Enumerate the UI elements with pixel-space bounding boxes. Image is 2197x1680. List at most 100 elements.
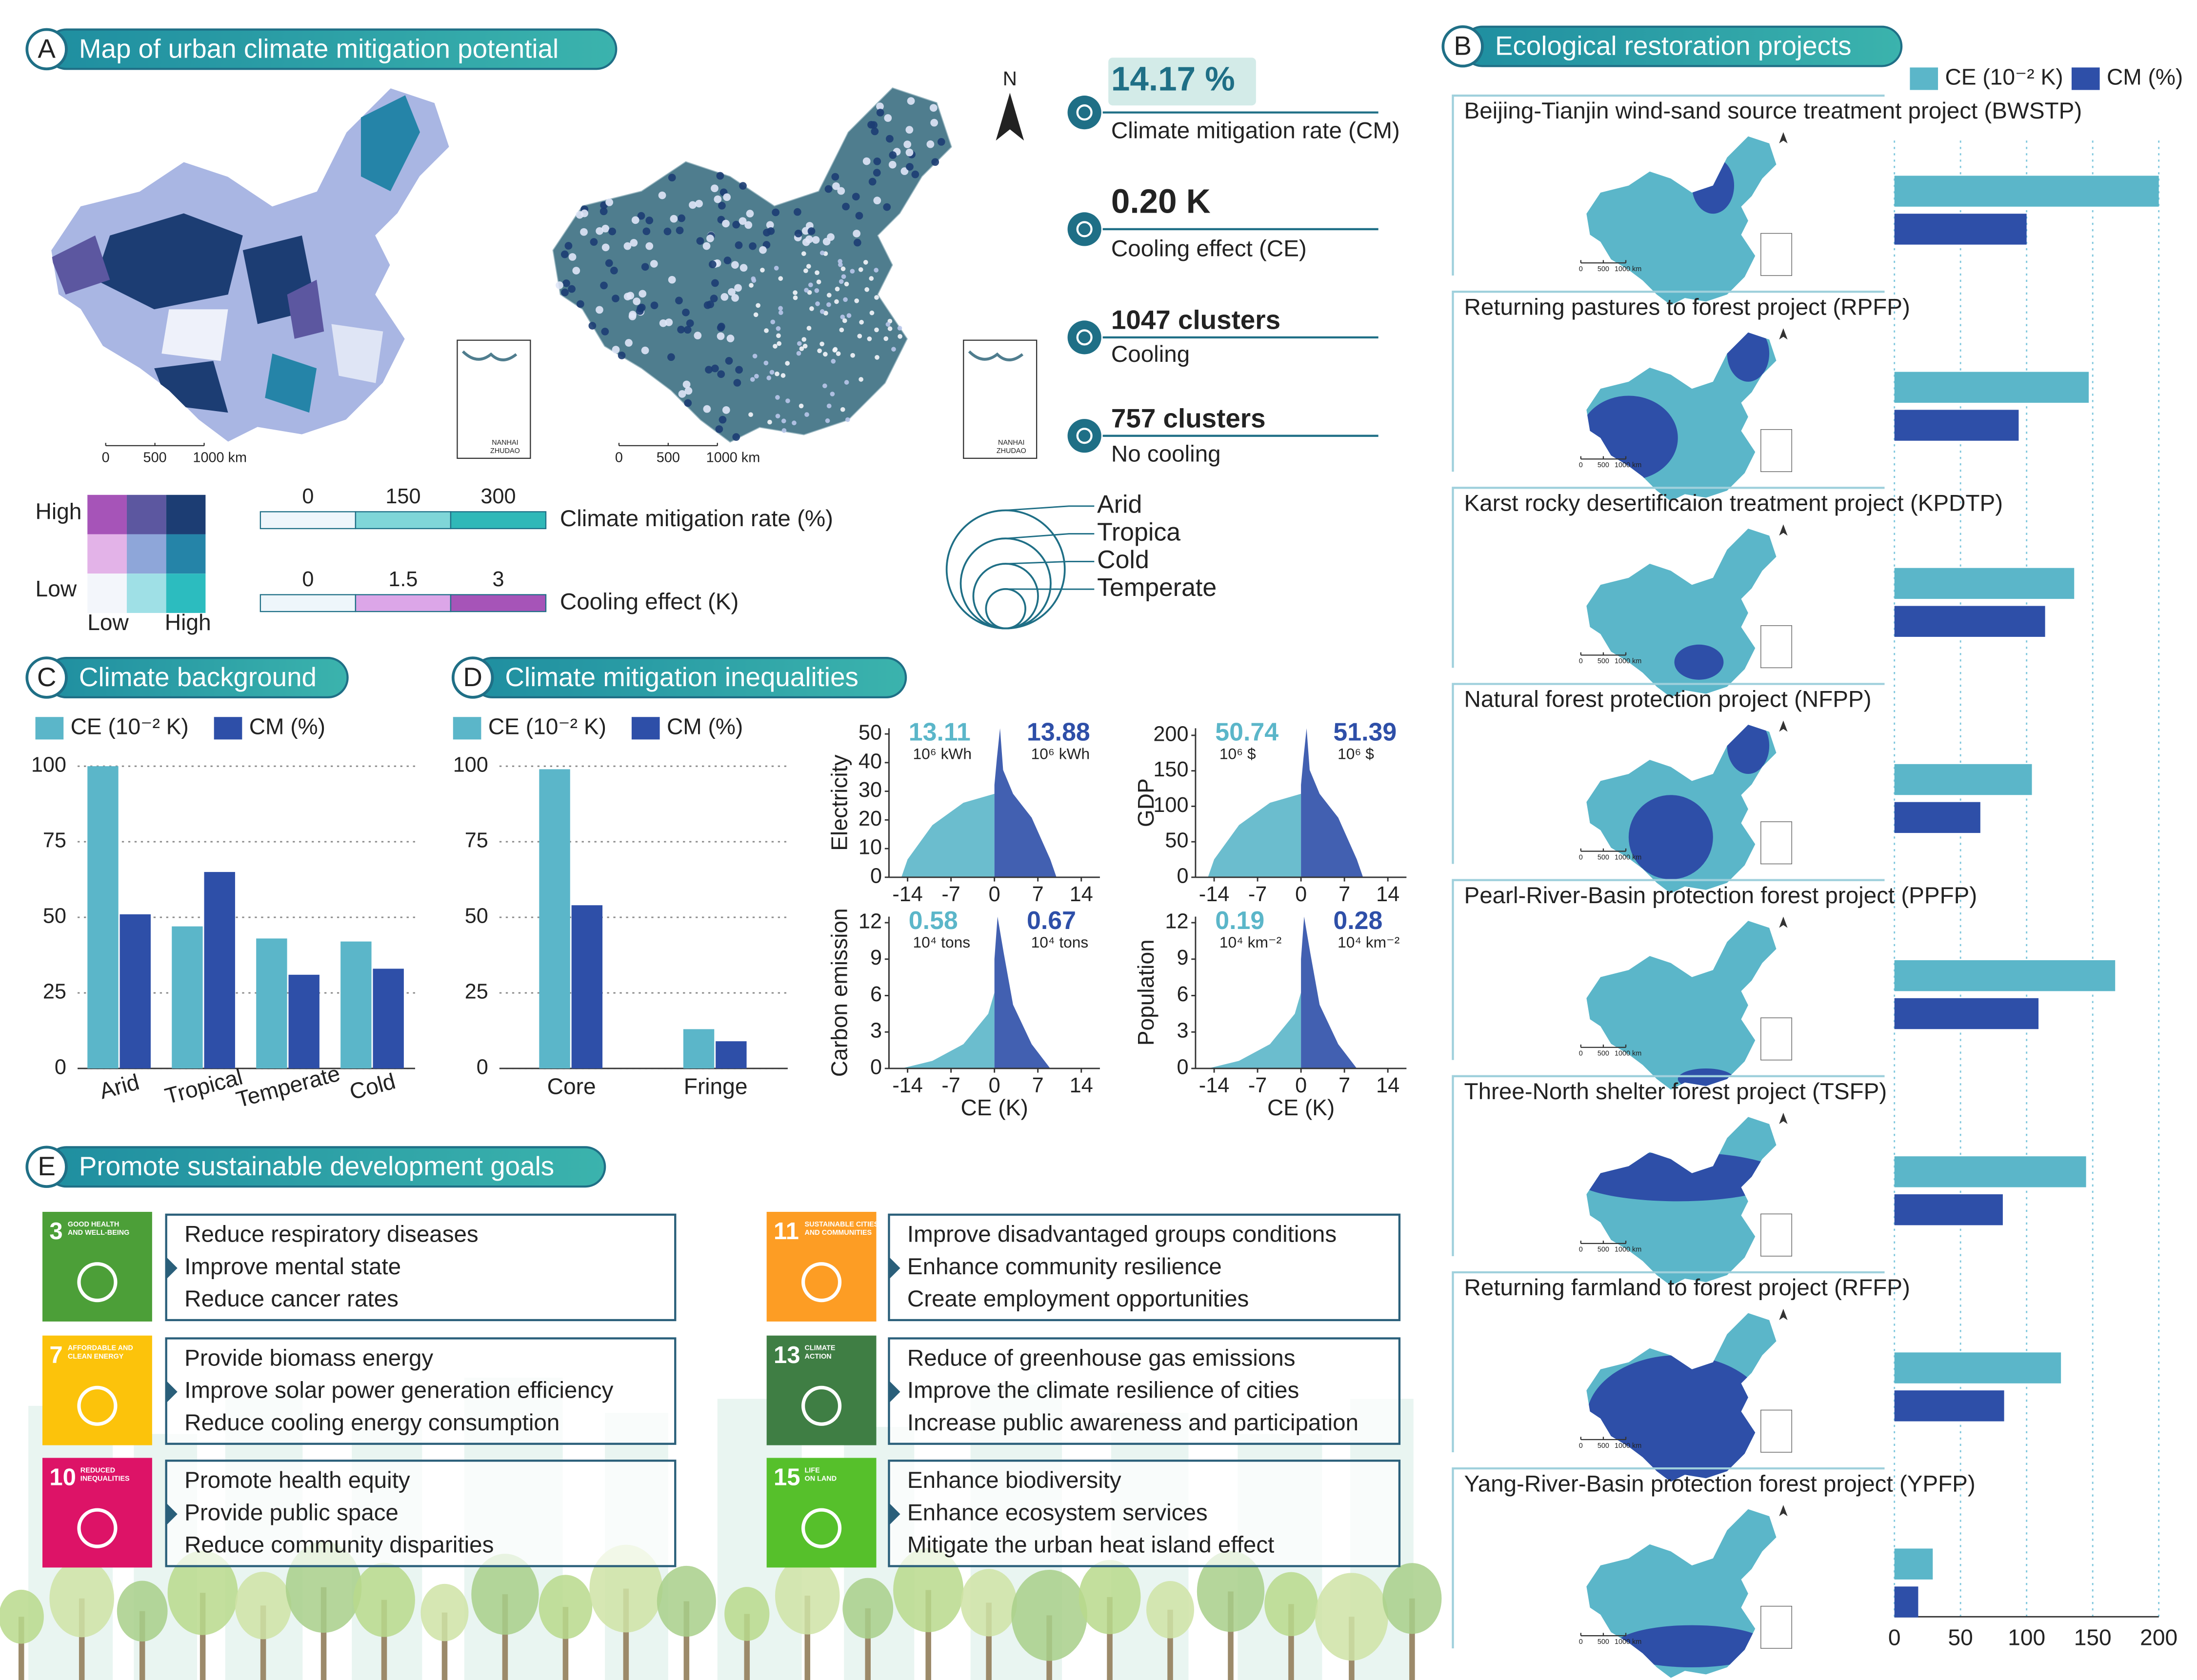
cluster-dot	[812, 236, 820, 244]
cluster-dot	[803, 268, 808, 274]
y-tick-label: 12	[859, 909, 882, 933]
cluster-dot	[844, 281, 849, 287]
tree-trunk	[562, 1607, 569, 1680]
panel-letter: B	[1454, 30, 1472, 60]
cluster-dot	[722, 219, 730, 228]
tree-crown	[167, 1550, 238, 1635]
cluster-dot	[623, 242, 632, 250]
tree-trunk	[1167, 1609, 1173, 1680]
cluster-dot	[874, 327, 879, 333]
cluster-dot	[774, 265, 779, 271]
cluster-dot	[855, 212, 863, 220]
cluster-dot	[694, 332, 702, 339]
cluster-dot	[875, 355, 879, 360]
legend-label: High	[165, 610, 211, 635]
cluster-dot	[826, 403, 832, 409]
map-region	[95, 213, 243, 310]
cluster-dot	[663, 227, 672, 236]
bar	[1894, 998, 2039, 1029]
cluster-dot	[659, 319, 667, 327]
stat-icon	[1067, 320, 1101, 355]
bar	[1894, 1352, 2061, 1384]
sdg-glyph	[801, 1262, 842, 1303]
legend-tick-label: 0	[302, 485, 314, 508]
sdg-icon	[766, 1458, 877, 1568]
y-tick-label: 100	[31, 753, 66, 777]
legend-title: Cooling effect (K)	[560, 589, 739, 614]
cluster-dot	[560, 250, 569, 258]
cluster-dot	[876, 102, 884, 111]
goal-pointer	[166, 1380, 178, 1403]
scale-label: 0	[102, 450, 110, 465]
legend-label: CE (10⁻² K)	[1945, 64, 2063, 90]
project-area-patch	[1628, 795, 1713, 880]
cluster-dot	[684, 399, 692, 407]
stat-value: 0.20 K	[1111, 182, 1211, 220]
annotation-value: 0.58	[909, 906, 958, 934]
inset-label: NANHAI	[998, 439, 1024, 447]
stat-value: 757 clusters	[1111, 403, 1266, 433]
north-arrow	[1779, 916, 1788, 928]
goal-pointer	[166, 1502, 178, 1525]
map-inset	[457, 339, 531, 459]
scale-label: 500	[1598, 853, 1609, 861]
cluster-dot	[911, 170, 919, 178]
cluster-dot	[873, 197, 881, 205]
cluster-dot	[889, 151, 897, 159]
cluster-dot	[883, 203, 891, 211]
cluster-dot	[637, 304, 644, 313]
panel-letter-badge	[25, 1146, 68, 1188]
cluster-dot	[668, 276, 676, 284]
cluster-dot	[840, 315, 845, 319]
goal-action: Reduce respiratory diseases	[184, 1222, 479, 1247]
cluster-dot	[869, 276, 874, 281]
cluster-dot	[900, 167, 909, 175]
x-tick-label: -14	[892, 883, 923, 906]
stat-icon	[1067, 419, 1101, 453]
scale-label: 500	[1598, 1050, 1609, 1058]
cluster-dot	[759, 246, 767, 254]
scale-label: 0	[1579, 1246, 1583, 1254]
scale-label: 1000 km	[193, 450, 247, 465]
cluster-dot	[650, 260, 658, 268]
bar	[87, 766, 119, 1068]
goal-box	[888, 1460, 1401, 1567]
panel-letter: D	[463, 662, 482, 692]
x-tick-label: Core	[547, 1074, 596, 1099]
cluster-dot	[763, 360, 769, 366]
legend-swatch	[35, 717, 64, 740]
legend-swatch	[450, 511, 547, 530]
x-tick-label: 14	[1376, 1074, 1399, 1097]
legend-swatch	[631, 717, 660, 740]
stat-value: 1047 clusters	[1111, 305, 1280, 335]
x-tick-label: 100	[2008, 1625, 2045, 1650]
y-tick-label: 50	[859, 721, 882, 744]
goal-box	[165, 1337, 677, 1445]
legend-swatch	[355, 594, 452, 613]
tree-trunk	[381, 1600, 387, 1680]
tree-trunk	[79, 1598, 85, 1680]
project-name: Three-North shelter forest project (TSFP…	[1464, 1079, 1887, 1105]
cluster-dot	[842, 318, 847, 323]
annotation-unit: 10⁶ $	[1338, 745, 1374, 762]
goal-action: Improve solar power generation efficienc…	[184, 1378, 613, 1403]
cluster-dot	[822, 383, 827, 389]
cluster-dot	[778, 310, 783, 315]
bar	[1894, 372, 2089, 403]
content: A Map of urban climate mitigation potenti…	[25, 25, 2183, 1678]
x-tick-label: 14	[1070, 883, 1093, 906]
x-tick-label: 0	[1295, 883, 1307, 906]
sdg-number: 15	[774, 1464, 800, 1491]
bar	[1894, 176, 2159, 207]
scale-label: 0	[615, 450, 623, 465]
cluster-dot	[630, 239, 638, 247]
goal-box	[165, 1213, 677, 1322]
cluster-dot	[898, 334, 902, 339]
cluster-dot	[596, 306, 603, 314]
goal-action: Mitigate the urban heat island effect	[907, 1532, 1274, 1558]
cluster-dot	[832, 348, 838, 353]
cluster-dot	[857, 334, 862, 339]
panel-letter-badge	[451, 656, 494, 699]
cluster-dot	[929, 104, 938, 112]
cluster-dot	[792, 420, 797, 426]
